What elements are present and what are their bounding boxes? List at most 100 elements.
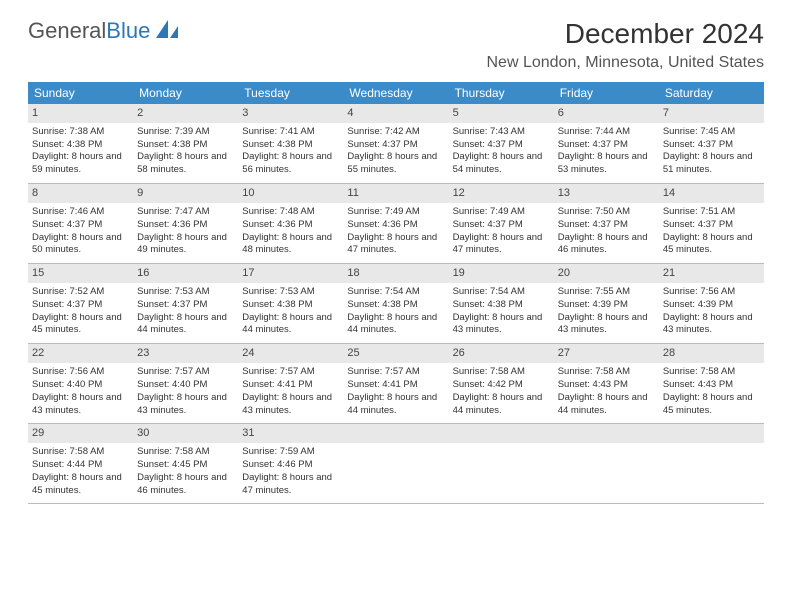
day-cell: 21Sunrise: 7:56 AMSunset: 4:39 PMDayligh… bbox=[659, 264, 764, 343]
sunset-line: Sunset: 4:37 PM bbox=[453, 139, 550, 152]
day-number: 11 bbox=[343, 184, 448, 203]
day-info: Sunrise: 7:47 AMSunset: 4:36 PMDaylight:… bbox=[137, 206, 234, 257]
weekday-header-cell: Wednesday bbox=[343, 82, 448, 104]
sunrise-line: Sunrise: 7:41 AM bbox=[242, 126, 339, 139]
sunrise-line: Sunrise: 7:49 AM bbox=[453, 206, 550, 219]
day-number: 9 bbox=[133, 184, 238, 203]
sunrise-line: Sunrise: 7:45 AM bbox=[663, 126, 760, 139]
day-number: 24 bbox=[238, 344, 343, 363]
day-info: Sunrise: 7:52 AMSunset: 4:37 PMDaylight:… bbox=[32, 286, 129, 337]
week-row: 8Sunrise: 7:46 AMSunset: 4:37 PMDaylight… bbox=[28, 184, 764, 264]
sunrise-line: Sunrise: 7:56 AM bbox=[32, 366, 129, 379]
daylight-line: Daylight: 8 hours and 44 minutes. bbox=[137, 312, 234, 338]
sunset-line: Sunset: 4:38 PM bbox=[242, 139, 339, 152]
sunset-line: Sunset: 4:39 PM bbox=[663, 299, 760, 312]
daylight-line: Daylight: 8 hours and 48 minutes. bbox=[242, 232, 339, 258]
day-info: Sunrise: 7:42 AMSunset: 4:37 PMDaylight:… bbox=[347, 126, 444, 177]
day-cell: 18 Sunrise: 7:54 AMSunset: 4:38 PMDayligh… bbox=[343, 264, 448, 343]
day-info: Sunrise: 7:56 AMSunset: 4:40 PMDaylight:… bbox=[32, 366, 129, 417]
weekday-header-cell: Thursday bbox=[449, 82, 554, 104]
sunrise-line: Sunrise: 7:54 AM bbox=[347, 286, 444, 299]
day-cell: 1Sunrise: 7:38 AMSunset: 4:38 PMDaylight… bbox=[28, 104, 133, 183]
sunset-line: Sunset: 4:37 PM bbox=[453, 219, 550, 232]
sunrise-line: Sunrise: 7:57 AM bbox=[347, 366, 444, 379]
daylight-line: Daylight: 8 hours and 46 minutes. bbox=[558, 232, 655, 258]
day-number bbox=[449, 424, 554, 443]
day-info: Sunrise: 7:58 AMSunset: 4:43 PMDaylight:… bbox=[663, 366, 760, 417]
title-block: December 2024 New London, Minnesota, Uni… bbox=[487, 18, 765, 72]
day-number: 16 bbox=[133, 264, 238, 283]
sunrise-line: Sunrise: 7:39 AM bbox=[137, 126, 234, 139]
day-cell bbox=[659, 424, 764, 503]
week-row: 15Sunrise: 7:52 AMSunset: 4:37 PMDayligh… bbox=[28, 264, 764, 344]
weekday-header-cell: Friday bbox=[554, 82, 659, 104]
day-number: 17 bbox=[238, 264, 343, 283]
day-info: Sunrise: 7:51 AMSunset: 4:37 PMDaylight:… bbox=[663, 206, 760, 257]
weekday-header-cell: Tuesday bbox=[238, 82, 343, 104]
location-label: New London, Minnesota, United States bbox=[487, 54, 765, 72]
sunrise-line: Sunrise: 7:58 AM bbox=[32, 446, 129, 459]
day-cell: 15Sunrise: 7:52 AMSunset: 4:37 PMDayligh… bbox=[28, 264, 133, 343]
day-number bbox=[554, 424, 659, 443]
day-cell: 14 Sunrise: 7:51 AMSunset: 4:37 PMDayligh… bbox=[659, 184, 764, 263]
day-number: 14 bbox=[659, 184, 764, 203]
sunset-line: Sunset: 4:36 PM bbox=[242, 219, 339, 232]
sail-icon bbox=[154, 18, 180, 44]
day-info: Sunrise: 7:58 AMSunset: 4:45 PMDaylight:… bbox=[137, 446, 234, 497]
sunset-line: Sunset: 4:37 PM bbox=[32, 299, 129, 312]
day-cell: 13Sunrise: 7:50 AMSunset: 4:37 PMDayligh… bbox=[554, 184, 659, 263]
sunrise-line: Sunrise: 7:59 AM bbox=[242, 446, 339, 459]
sunset-line: Sunset: 4:38 PM bbox=[137, 139, 234, 152]
day-info: Sunrise: 7:55 AMSunset: 4:39 PMDaylight:… bbox=[558, 286, 655, 337]
day-cell: 16 Sunrise: 7:53 AMSunset: 4:37 PMDayligh… bbox=[133, 264, 238, 343]
day-cell: 25Sunrise: 7:57 AMSunset: 4:41 PMDayligh… bbox=[343, 344, 448, 423]
sunset-line: Sunset: 4:42 PM bbox=[453, 379, 550, 392]
sunset-line: Sunset: 4:43 PM bbox=[663, 379, 760, 392]
sunset-line: Sunset: 4:37 PM bbox=[137, 299, 234, 312]
day-info: Sunrise: 7:58 AMSunset: 4:44 PMDaylight:… bbox=[32, 446, 129, 497]
weekday-header-cell: Sunday bbox=[28, 82, 133, 104]
sunrise-line: Sunrise: 7:38 AM bbox=[32, 126, 129, 139]
daylight-line: Daylight: 8 hours and 53 minutes. bbox=[558, 151, 655, 177]
daylight-line: Daylight: 8 hours and 47 minutes. bbox=[242, 472, 339, 498]
sunrise-line: Sunrise: 7:53 AM bbox=[137, 286, 234, 299]
sunset-line: Sunset: 4:40 PM bbox=[32, 379, 129, 392]
week-row: 29Sunrise: 7:58 AMSunset: 4:44 PMDayligh… bbox=[28, 424, 764, 504]
day-cell: 28Sunrise: 7:58 AMSunset: 4:43 PMDayligh… bbox=[659, 344, 764, 423]
day-cell: 9 Sunrise: 7:47 AMSunset: 4:36 PMDaylight… bbox=[133, 184, 238, 263]
sunset-line: Sunset: 4:39 PM bbox=[558, 299, 655, 312]
daylight-line: Daylight: 8 hours and 59 minutes. bbox=[32, 151, 129, 177]
daylight-line: Daylight: 8 hours and 45 minutes. bbox=[663, 232, 760, 258]
day-cell: 12Sunrise: 7:49 AMSunset: 4:37 PMDayligh… bbox=[449, 184, 554, 263]
day-cell bbox=[449, 424, 554, 503]
day-number: 8 bbox=[28, 184, 133, 203]
weekday-header-cell: Monday bbox=[133, 82, 238, 104]
daylight-line: Daylight: 8 hours and 47 minutes. bbox=[453, 232, 550, 258]
sunset-line: Sunset: 4:40 PM bbox=[137, 379, 234, 392]
day-number: 6 bbox=[554, 104, 659, 123]
sunset-line: Sunset: 4:41 PM bbox=[347, 379, 444, 392]
daylight-line: Daylight: 8 hours and 49 minutes. bbox=[137, 232, 234, 258]
daylight-line: Daylight: 8 hours and 43 minutes. bbox=[242, 392, 339, 418]
sunrise-line: Sunrise: 7:56 AM bbox=[663, 286, 760, 299]
logo-text-general: General bbox=[28, 20, 106, 42]
day-number: 18 bbox=[343, 264, 448, 283]
day-cell: 2Sunrise: 7:39 AMSunset: 4:38 PMDaylight… bbox=[133, 104, 238, 183]
sunset-line: Sunset: 4:37 PM bbox=[663, 219, 760, 232]
day-cell: 5Sunrise: 7:43 AMSunset: 4:37 PMDaylight… bbox=[449, 104, 554, 183]
day-cell: 6Sunrise: 7:44 AMSunset: 4:37 PMDaylight… bbox=[554, 104, 659, 183]
day-info: Sunrise: 7:54 AMSunset: 4:38 PMDaylight:… bbox=[347, 286, 444, 337]
sunrise-line: Sunrise: 7:49 AM bbox=[347, 206, 444, 219]
day-number: 10 bbox=[238, 184, 343, 203]
sunrise-line: Sunrise: 7:54 AM bbox=[453, 286, 550, 299]
day-number: 25 bbox=[343, 344, 448, 363]
day-info: Sunrise: 7:50 AMSunset: 4:37 PMDaylight:… bbox=[558, 206, 655, 257]
day-number: 30 bbox=[133, 424, 238, 443]
day-info: Sunrise: 7:58 AMSunset: 4:43 PMDaylight:… bbox=[558, 366, 655, 417]
daylight-line: Daylight: 8 hours and 44 minutes. bbox=[453, 392, 550, 418]
day-info: Sunrise: 7:59 AMSunset: 4:46 PMDaylight:… bbox=[242, 446, 339, 497]
day-info: Sunrise: 7:49 AMSunset: 4:36 PMDaylight:… bbox=[347, 206, 444, 257]
sunrise-line: Sunrise: 7:52 AM bbox=[32, 286, 129, 299]
day-number: 20 bbox=[554, 264, 659, 283]
weekday-header-row: SundayMondayTuesdayWednesdayThursdayFrid… bbox=[28, 82, 764, 104]
